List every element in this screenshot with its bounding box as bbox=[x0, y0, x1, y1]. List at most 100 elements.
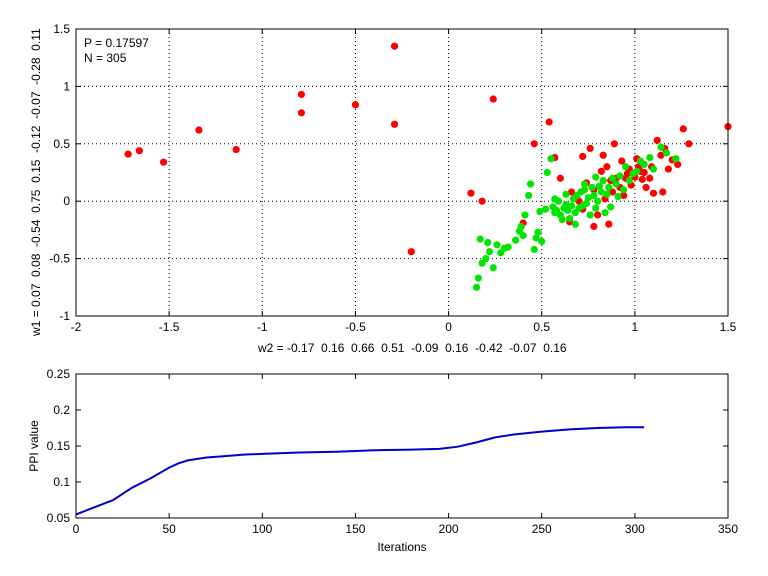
scatter-point-red bbox=[605, 220, 613, 228]
scatter-point-green bbox=[517, 222, 525, 231]
line-x-tick-label: 150 bbox=[345, 522, 365, 536]
scatter-point-green bbox=[649, 165, 658, 173]
line-ticks: 0 50 100 150 200 250 300 350 0.05 0.1 0.15 0.2 0.25 bbox=[47, 367, 739, 536]
scatter-point-green bbox=[521, 211, 529, 219]
scatter-point-green bbox=[588, 183, 596, 192]
scatter-point-red bbox=[642, 183, 650, 192]
scatter-point-red bbox=[685, 140, 693, 148]
scatter-point-green bbox=[580, 186, 589, 194]
scatter-point-green bbox=[599, 176, 607, 185]
ppi-line bbox=[75, 426, 645, 516]
scatter-point-green bbox=[484, 238, 492, 247]
line-x-tick-label: 250 bbox=[532, 522, 552, 536]
scatter-point-red bbox=[649, 189, 658, 197]
scatter-point-red bbox=[545, 118, 553, 126]
scatter-point-red bbox=[674, 160, 682, 169]
scatter-point-red bbox=[590, 222, 598, 231]
scatter-point-green bbox=[608, 174, 617, 182]
scatter-x-tick-label: 1 bbox=[632, 320, 639, 334]
scatter-x-tick-label: 0.5 bbox=[533, 320, 550, 334]
line-y-axis-label: PPI value bbox=[27, 420, 41, 472]
scatter-point-green bbox=[493, 241, 501, 249]
scatter-point-red bbox=[586, 144, 594, 152]
scatter-y-tick-label: 0 bbox=[63, 194, 70, 208]
scatter-point-red bbox=[135, 147, 143, 155]
line-y-tick-label: 0.1 bbox=[53, 475, 70, 489]
scatter-point-red bbox=[232, 145, 240, 154]
scatter-point-green bbox=[566, 214, 574, 223]
scatter-point-green bbox=[607, 203, 615, 211]
scatter-point-green bbox=[530, 245, 538, 254]
line-x-tick-label: 350 bbox=[718, 522, 738, 536]
scatter-point-green bbox=[597, 188, 605, 196]
scatter-point-red bbox=[610, 140, 618, 148]
scatter-point-green bbox=[612, 180, 620, 188]
scatter-point-green bbox=[590, 191, 598, 200]
scatter-point-green bbox=[482, 255, 490, 263]
line-x-tick-label: 100 bbox=[252, 522, 272, 536]
scatter-point-red bbox=[567, 188, 576, 196]
scatter-chart: -2 -1.5 -1 -0.5 0 0.5 1 1.5 -1 -0.5 0 0.5 1 1.5 P = 0… bbox=[29, 22, 737, 355]
scatter-x-tick-label: -1.5 bbox=[159, 320, 180, 334]
scatter-y-tick-label: -0.5 bbox=[49, 252, 70, 266]
scatter-point-red bbox=[653, 136, 661, 144]
scatter-point-green bbox=[567, 202, 576, 210]
scatter-point-green bbox=[594, 197, 602, 205]
scatter-point-red bbox=[297, 109, 306, 117]
scatter-point-green bbox=[603, 190, 611, 198]
scatter-point-red bbox=[679, 125, 687, 133]
scatter-point-green bbox=[532, 234, 540, 242]
annotation-n: N = 305 bbox=[84, 51, 127, 65]
scatter-point-red bbox=[618, 157, 626, 165]
scatter-point-green bbox=[592, 204, 600, 212]
scatter-point-red bbox=[390, 120, 399, 128]
scatter-point-red bbox=[195, 126, 203, 134]
line-x-tick-label: 50 bbox=[162, 522, 176, 536]
scatter-point-green bbox=[536, 207, 544, 216]
scatter-point-green bbox=[616, 172, 624, 180]
scatter-point-green bbox=[519, 232, 527, 240]
scatter-point-green bbox=[582, 199, 591, 208]
scatter-x-axis-label: w2 = -0.17 0.16 0.66 0.51 -0.09 0.16 -0.… bbox=[257, 341, 567, 355]
scatter-point-green bbox=[580, 180, 589, 188]
scatter-point-green bbox=[595, 182, 604, 190]
line-x-tick-label: 300 bbox=[625, 522, 645, 536]
line-y-tick-label: 0.25 bbox=[47, 367, 71, 381]
line-x-tick-label: 200 bbox=[439, 522, 459, 536]
scatter-point-green bbox=[562, 190, 570, 198]
scatter-point-red bbox=[407, 248, 415, 256]
scatter-point-green bbox=[551, 195, 559, 203]
line-x-axis-label: Iterations bbox=[377, 540, 426, 554]
scatter-grid bbox=[76, 29, 728, 316]
scatter-point-green bbox=[541, 205, 550, 213]
scatter-point-green bbox=[472, 283, 481, 291]
scatter-point-green bbox=[614, 193, 622, 201]
scatter-x-tick-label: 1.5 bbox=[720, 320, 737, 334]
scatter-x-tick-label: 0 bbox=[445, 320, 452, 334]
scatter-point-green bbox=[625, 176, 633, 185]
line-plot-area bbox=[76, 374, 728, 518]
scatter-point-green bbox=[620, 186, 628, 194]
scatter-point-green bbox=[672, 155, 680, 163]
line-y-tick-label: 0.05 bbox=[47, 511, 71, 525]
scatter-x-tick-label: -1 bbox=[257, 320, 268, 334]
scatter-point-red bbox=[657, 151, 665, 159]
scatter-x-tick-label: -2 bbox=[71, 320, 82, 334]
scatter-point-red bbox=[467, 189, 475, 197]
scatter-point-red bbox=[297, 90, 306, 99]
scatter-point-green bbox=[657, 143, 665, 151]
scatter-point-green bbox=[562, 201, 570, 209]
scatter-point-red bbox=[594, 211, 602, 219]
scatter-point-red bbox=[646, 174, 654, 182]
scatter-points bbox=[124, 42, 732, 291]
scatter-point-green bbox=[504, 243, 512, 251]
scatter-point-green bbox=[571, 220, 579, 228]
line-y-tick-label: 0.2 bbox=[53, 403, 70, 417]
scatter-y-tick-label: 1.5 bbox=[53, 22, 70, 36]
scatter-point-green bbox=[662, 149, 671, 157]
scatter-point-red bbox=[638, 175, 646, 183]
scatter-point-green bbox=[633, 167, 641, 175]
scatter-point-green bbox=[601, 209, 609, 217]
scatter-point-red bbox=[664, 165, 672, 173]
